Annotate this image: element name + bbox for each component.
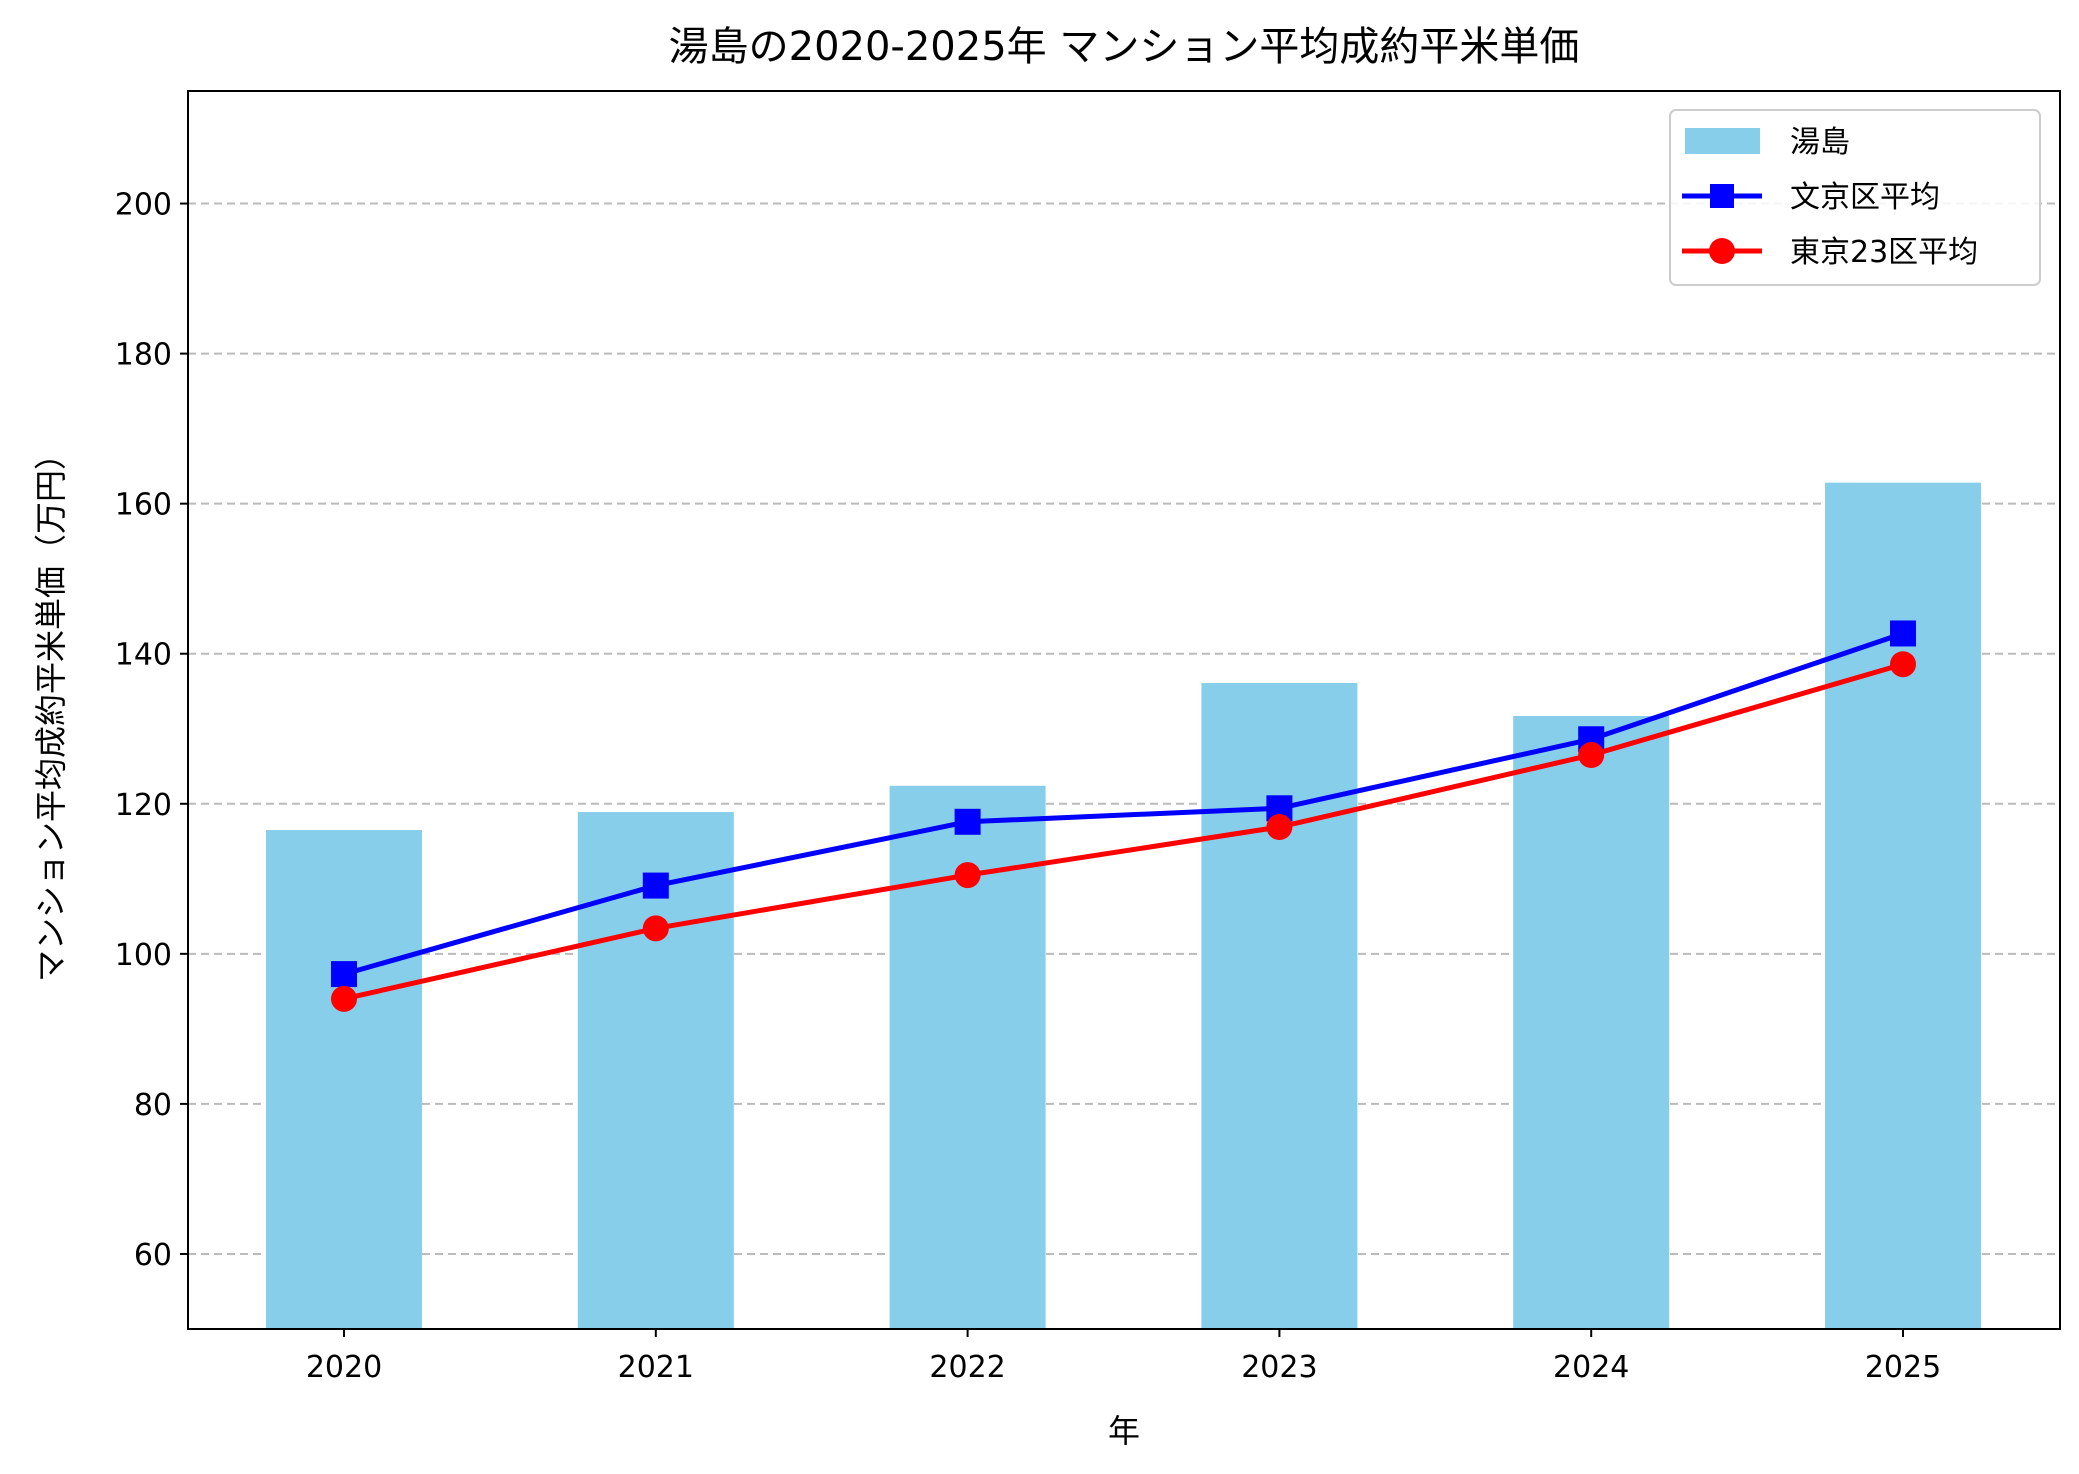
bar-2024 — [1513, 716, 1670, 1329]
bar-2023 — [1201, 682, 1358, 1329]
marker-circle-2022 — [954, 862, 981, 889]
legend: 湯島 文京区平均 東京23区平均 — [1669, 109, 2041, 286]
y-tick-label: 80 — [134, 1088, 172, 1123]
legend-marker-square — [1710, 184, 1734, 208]
marker-square-2021 — [642, 872, 669, 899]
marker-circle-2020 — [331, 985, 357, 1012]
chart-title: 湯島の2020-2025年 マンション平均成約平米単価 — [669, 24, 1580, 70]
x-tick-label: 2020 — [306, 1350, 382, 1385]
y-tick-label: 160 — [115, 488, 172, 523]
x-tick-label: 2025 — [1865, 1350, 1941, 1385]
x-tick-label: 2022 — [929, 1350, 1005, 1385]
x-tick-label: 2023 — [1241, 1350, 1317, 1385]
y-tick-label: 100 — [115, 938, 172, 973]
x-tick-label: 2021 — [618, 1350, 694, 1385]
marker-circle-2025 — [1890, 651, 1916, 678]
x-tick-label: 2024 — [1553, 1350, 1629, 1385]
y-tick-label: 200 — [115, 188, 172, 223]
marker-square-2025 — [1890, 620, 1916, 647]
marker-square-2022 — [954, 808, 981, 835]
marker-circle-2024 — [1578, 742, 1605, 769]
series-line-2 — [343, 661, 1904, 1002]
plot-frame — [187, 90, 2061, 1330]
y-tick-label: 60 — [134, 1238, 172, 1273]
legend-swatch-bar — [1685, 128, 1760, 154]
marker-circle-2023 — [1266, 814, 1293, 841]
x-axis-label: 年 — [1108, 1412, 1140, 1450]
legend-frame — [1669, 109, 2041, 286]
legend-marker-circle — [1709, 238, 1735, 264]
legend-label-0: 湯島 — [1790, 125, 1850, 160]
y-axis-label: マンション平均成約平米単価（万円） — [32, 438, 70, 982]
legend-label-2: 東京23区平均 — [1790, 235, 1978, 270]
y-tick-label: 120 — [115, 788, 172, 823]
y-tick-label: 140 — [115, 638, 172, 673]
series-line-1 — [343, 631, 1904, 977]
bar-2020 — [266, 830, 422, 1329]
legend-label-1: 文京区平均 — [1790, 180, 1940, 215]
marker-square-2020 — [331, 961, 357, 988]
bar-2025 — [1825, 482, 1981, 1329]
y-tick-label: 180 — [115, 338, 172, 373]
marker-circle-2021 — [642, 915, 669, 942]
